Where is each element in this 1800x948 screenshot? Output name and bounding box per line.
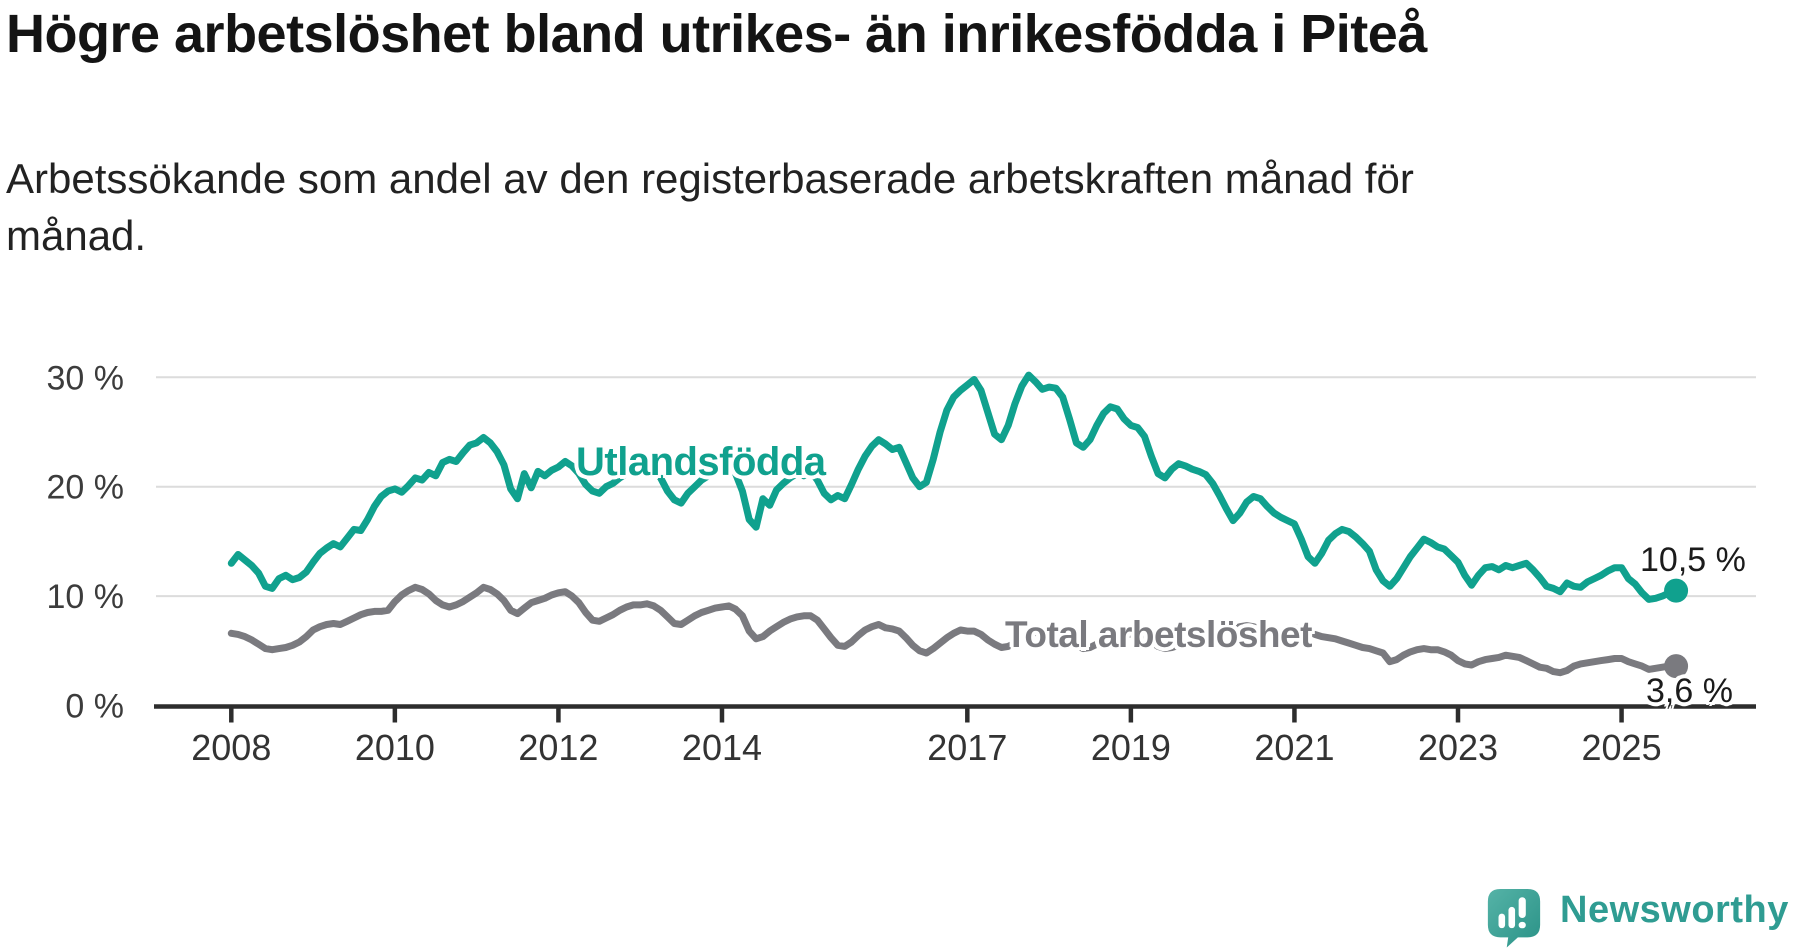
end-value-total-arbetsloshet: 3,6 %: [1646, 672, 1733, 710]
x-tick-label-2017: 2017: [927, 727, 1007, 768]
bar-chart-exclamation-glyph: [1498, 897, 1526, 929]
y-tick-label-20: 20 %: [47, 469, 125, 507]
x-tick-label-2014: 2014: [682, 727, 762, 768]
series-line-total-arbetsl-shet: [227, 583, 1680, 677]
page-title: Högre arbetslöshet bland utrikes- än inr…: [6, 4, 1427, 64]
newsworthy-logo: Newsworthy: [1486, 886, 1798, 948]
newsworthy-logo-icon: [1487, 888, 1541, 948]
y-tick-label-30: 30 %: [47, 359, 125, 397]
x-tick-label-2012: 2012: [518, 727, 598, 768]
page-subtitle: Arbetssökande som andel av den registerb…: [6, 155, 1414, 260]
y-tick-label-0: 0 %: [65, 688, 124, 726]
x-tick-label-2025: 2025: [1582, 727, 1662, 768]
series-label-total-arbetsloshet: Total arbetslöshet: [1005, 614, 1312, 655]
x-tick-label-2010: 2010: [355, 727, 435, 768]
x-tick-label-2008: 2008: [191, 727, 271, 768]
y-tick-label-10: 10 %: [47, 578, 125, 616]
newsworthy-logo-text: Newsworthy: [1560, 889, 1789, 931]
series-line-utlandsf-dda: [227, 371, 1680, 603]
series-label-utlandsfodda: Utlandsfödda: [576, 440, 826, 484]
x-tick-label-2019: 2019: [1091, 727, 1171, 768]
x-tick-label-2023: 2023: [1418, 727, 1498, 768]
series-end-dot-total-arbetsl-shet: [1664, 654, 1689, 679]
series-end-dot-utlandsf-dda: [1664, 578, 1689, 603]
end-value-utlandsfodda: 10,5 %: [1640, 541, 1746, 579]
x-tick-label-2021: 2021: [1254, 727, 1334, 768]
